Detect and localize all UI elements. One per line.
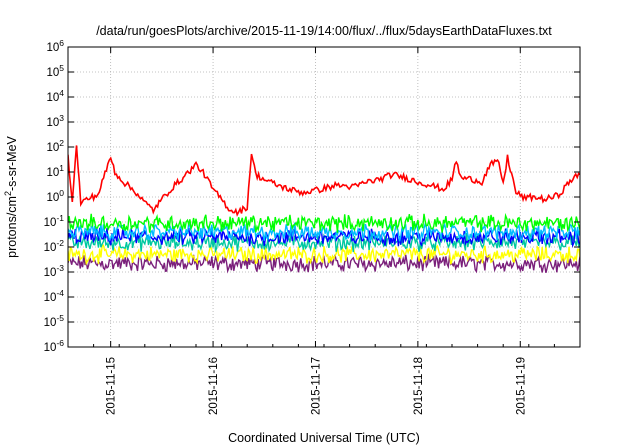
x-tick-label: 2015-11-17 xyxy=(310,357,322,415)
y-tick-label: 10-2 xyxy=(44,238,65,254)
x-axis-label: Coordinated Universal Time (UTC) xyxy=(228,431,420,445)
chart-title: /data/run/goesPlots/archive/2015-11-19/1… xyxy=(96,24,552,38)
series-line xyxy=(68,145,580,217)
series-line xyxy=(68,212,580,233)
series-line xyxy=(68,226,580,249)
y-ticks: 10-6 10-5 10-4 10-3 10-2 10-1 100 101 102 103 104 1… xyxy=(44,38,580,354)
x-tick-label: 2015-11-18 xyxy=(413,357,425,415)
y-axis-label-rest: -s-sr-MeV xyxy=(5,135,19,191)
x-ticks: 2015-11-15 2015-11-16 2015-11-17 2015-11-18… xyxy=(67,47,581,415)
y-tick-label: 103 xyxy=(46,113,64,129)
x-tick-label: 2015-11-15 xyxy=(106,357,118,415)
series-line xyxy=(68,243,580,266)
x-tick-label: 2015-11-19 xyxy=(515,357,527,415)
plot-clip-group xyxy=(68,145,580,274)
series-line xyxy=(68,253,580,274)
y-tick-label: 104 xyxy=(46,88,64,104)
y-tick-label: 106 xyxy=(46,38,64,54)
y-tick-label: 10-1 xyxy=(44,213,65,229)
y-tick-label: 10-4 xyxy=(44,288,65,304)
y-tick-label: 10-6 xyxy=(44,338,65,354)
y-tick-label: 105 xyxy=(46,63,64,79)
y-tick-label: 10-5 xyxy=(44,313,65,329)
y-tick-label: 100 xyxy=(46,188,64,204)
y-tick-label: 102 xyxy=(46,138,64,154)
x-tick-label: 2015-11-16 xyxy=(208,357,220,415)
y-axis-label: protons/cm2-s-sr-MeV xyxy=(3,135,19,257)
series-line xyxy=(68,232,580,254)
y-axis-label-sup: 2 xyxy=(3,191,13,196)
grid-lines xyxy=(68,47,580,347)
y-axis-label-base: protons/cm xyxy=(5,196,19,258)
y-tick-label: 10-3 xyxy=(44,263,65,279)
y-tick-label: 101 xyxy=(46,163,64,179)
